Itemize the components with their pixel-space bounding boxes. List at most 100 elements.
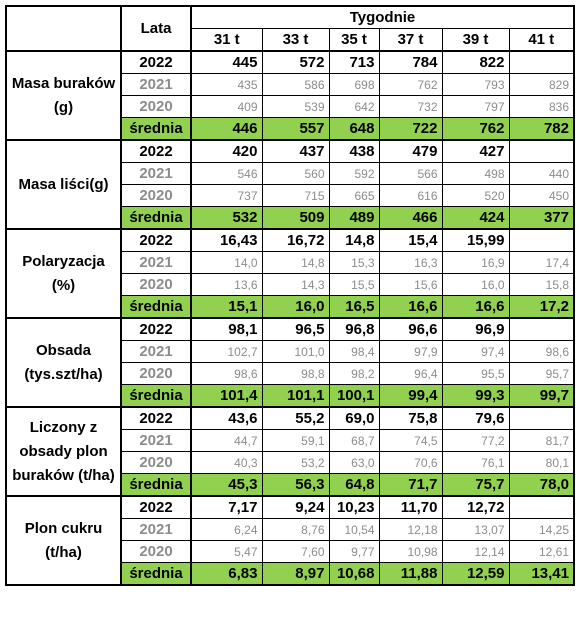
- value-cell: 445: [190, 50, 263, 74]
- value-cell: 99,4: [378, 384, 443, 408]
- value-cell: 566: [378, 162, 443, 185]
- value-cell: 96,8: [328, 317, 380, 341]
- value-cell: 101,1: [261, 384, 330, 408]
- value-cell: [508, 317, 575, 341]
- value-cell: 715: [261, 184, 330, 207]
- year-label: 2021: [120, 73, 192, 96]
- table-row: średnia 532 509 489 466 424 377: [6, 206, 575, 230]
- value-cell: 7,17: [190, 495, 263, 519]
- value-cell: 546: [190, 162, 263, 185]
- value-cell: 732: [378, 95, 443, 118]
- table-row: średnia 6,83 8,97 10,68 11,88 12,59 13,41: [6, 562, 575, 586]
- value-cell: 16,0: [441, 273, 510, 296]
- year-label: 2021: [120, 251, 192, 274]
- table-row: średnia 45,3 56,3 64,8 71,7 75,7 78,0: [6, 473, 575, 497]
- value-cell: 17,2: [508, 295, 575, 319]
- table-row: 2020 98,6 98,8 98,2 96,4 95,5 95,7: [6, 362, 575, 385]
- value-cell: 9,24: [261, 495, 330, 519]
- value-cell: 101,0: [261, 340, 330, 363]
- value-cell: 10,54: [328, 518, 380, 541]
- value-cell: 53,2: [261, 451, 330, 474]
- value-cell: 479: [378, 139, 443, 163]
- value-cell: 12,61: [508, 540, 575, 563]
- value-cell: 16,6: [441, 295, 510, 319]
- value-cell: 77,2: [441, 429, 510, 452]
- value-cell: 44,7: [190, 429, 263, 452]
- table-row: Obsada (tys.szt/ha) 2022 98,1 96,5 96,8 96,6 9…: [5, 317, 575, 408]
- value-cell: 12,72: [441, 495, 510, 519]
- table-row: średnia 446 557 648 722 762 782: [6, 117, 575, 141]
- value-cell: 440: [508, 162, 575, 185]
- value-cell: 15,5: [328, 273, 380, 296]
- corner-cell: [5, 5, 122, 52]
- value-cell: 97,9: [378, 340, 443, 363]
- value-cell: 14,0: [190, 251, 263, 274]
- average-label: średnia: [120, 117, 192, 141]
- category-label: Plon cukru (t/ha): [5, 495, 122, 586]
- value-cell: 16,6: [378, 295, 443, 319]
- table-container: Lata Tygodnie 31 t 33 t 35 t 37 t 39 t 4…: [5, 5, 575, 586]
- value-cell: 96,4: [378, 362, 443, 385]
- value-cell: 69,0: [328, 406, 380, 430]
- value-cell: [508, 228, 575, 252]
- value-cell: 97,4: [441, 340, 510, 363]
- category-label: Polaryzacja (%): [5, 228, 122, 319]
- value-cell: 722: [378, 117, 443, 141]
- value-cell: 10,98: [378, 540, 443, 563]
- value-cell: 782: [508, 117, 575, 141]
- value-cell: 572: [261, 50, 330, 74]
- value-cell: 95,5: [441, 362, 510, 385]
- value-cell: 15,3: [328, 251, 380, 274]
- category-label: Masa liści(g): [5, 139, 122, 230]
- table-row: 2020 13,6 14,3 15,5 15,6 16,0 15,8: [6, 273, 575, 296]
- value-cell: 14,25: [508, 518, 575, 541]
- value-cell: 8,97: [261, 562, 330, 586]
- year-label: 2020: [120, 184, 192, 207]
- value-cell: 98,2: [328, 362, 380, 385]
- year-label: 2022: [120, 317, 192, 341]
- value-cell: 466: [378, 206, 443, 230]
- value-cell: 63,0: [328, 451, 380, 474]
- value-cell: 15,4: [378, 228, 443, 252]
- value-cell: 16,9: [441, 251, 510, 274]
- header-week: 35 t: [328, 28, 380, 52]
- year-label: 2022: [120, 495, 192, 519]
- category-label: Liczony z obsady plon buraków (t/ha): [5, 406, 122, 497]
- value-cell: 14,8: [328, 228, 380, 252]
- table-row: Polaryzacja (%) 2022 16,43 16,72 14,8 15,4 15,…: [5, 228, 575, 319]
- year-label: 2020: [120, 540, 192, 563]
- value-cell: 7,60: [261, 540, 330, 563]
- value-cell: 13,6: [190, 273, 263, 296]
- header-week: 31 t: [190, 28, 263, 52]
- value-cell: 55,2: [261, 406, 330, 430]
- value-cell: 435: [190, 73, 263, 96]
- year-label: 2022: [120, 139, 192, 163]
- value-cell: 11,88: [378, 562, 443, 586]
- table-body: Masa buraków (g) 2022 445 572 713 784 822 2021 4…: [5, 50, 575, 586]
- category-label: Masa buraków (g): [5, 50, 122, 141]
- value-cell: 377: [508, 206, 575, 230]
- value-cell: 12,14: [441, 540, 510, 563]
- value-cell: 446: [190, 117, 263, 141]
- value-cell: 797: [441, 95, 510, 118]
- value-cell: 489: [328, 206, 380, 230]
- value-cell: 68,7: [328, 429, 380, 452]
- table-row: 2021 44,7 59,1 68,7 74,5 77,2 81,7: [6, 429, 575, 452]
- header-week: 39 t: [441, 28, 510, 52]
- value-cell: 99,7: [508, 384, 575, 408]
- data-table: Lata Tygodnie 31 t 33 t 35 t 37 t 39 t 4…: [5, 5, 575, 586]
- year-label: 2020: [120, 451, 192, 474]
- value-cell: 75,8: [378, 406, 443, 430]
- value-cell: 45,3: [190, 473, 263, 497]
- year-label: 2022: [120, 228, 192, 252]
- year-label: 2021: [120, 429, 192, 452]
- value-cell: 56,3: [261, 473, 330, 497]
- table-row: Masa liści(g) 2022 420 437 438 479 427: [5, 139, 575, 230]
- value-cell: 16,72: [261, 228, 330, 252]
- value-cell: 642: [328, 95, 380, 118]
- header-week: 41 t: [508, 28, 575, 52]
- header-week: 33 t: [261, 28, 330, 52]
- value-cell: [508, 50, 575, 74]
- year-label: 2021: [120, 518, 192, 541]
- year-label: 2020: [120, 95, 192, 118]
